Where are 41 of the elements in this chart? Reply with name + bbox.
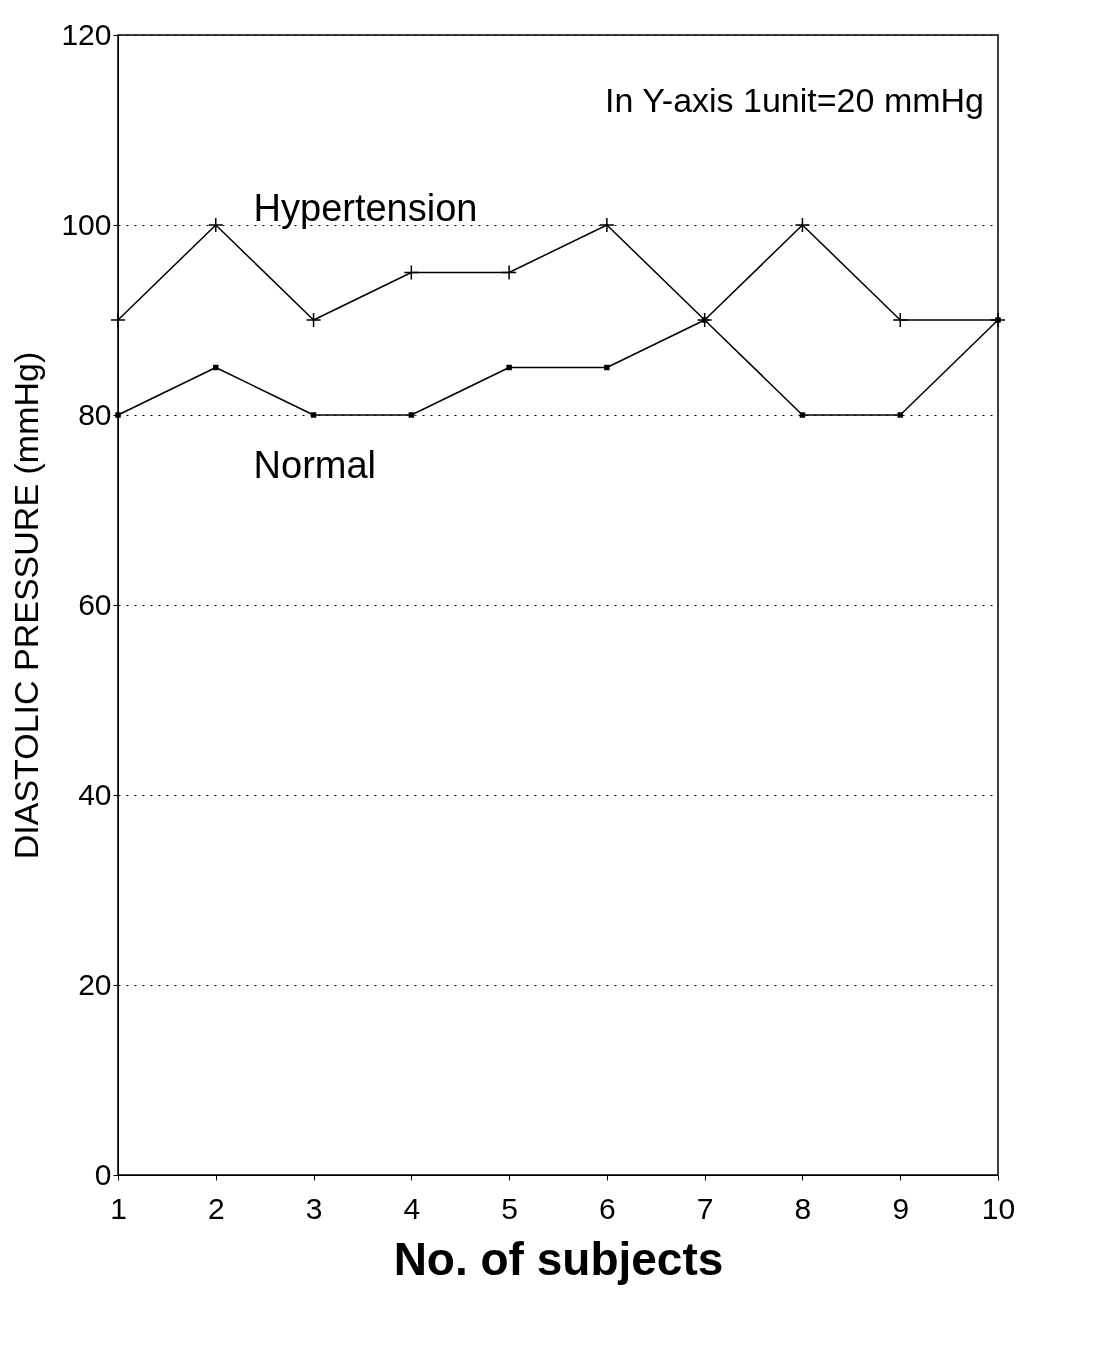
y-tick-label: 100 xyxy=(61,207,112,241)
x-tick-label: 7 xyxy=(696,1191,714,1225)
x-tick-label: 1 xyxy=(110,1191,127,1225)
annotation: In Y-axis 1unit=20 mmHg xyxy=(605,81,984,119)
x-axis-title: No. of subjects xyxy=(393,1232,724,1285)
x-tick-label: 10 xyxy=(981,1191,1016,1225)
x-tick-label: 9 xyxy=(892,1191,910,1225)
y-axis-title: DIASTOLIC PRESSURE (mmHg) xyxy=(7,351,46,860)
point xyxy=(506,364,512,371)
point xyxy=(310,412,317,418)
point xyxy=(897,412,903,418)
x-tick-label: 3 xyxy=(305,1191,323,1225)
point xyxy=(604,364,610,371)
point xyxy=(696,312,713,328)
point xyxy=(794,217,811,233)
point xyxy=(799,412,806,418)
x-tick-label: 6 xyxy=(599,1191,616,1225)
point xyxy=(701,317,708,323)
point xyxy=(403,264,420,281)
y-tick-label: 20 xyxy=(78,967,112,1001)
series-label: Normal xyxy=(253,444,377,486)
point xyxy=(990,312,1006,328)
point xyxy=(305,312,322,328)
x-tick-label: 8 xyxy=(794,1191,812,1225)
point xyxy=(408,412,415,418)
point xyxy=(213,364,219,371)
point xyxy=(995,317,1001,323)
y-tick-label: 60 xyxy=(78,587,112,621)
y-tick-label: 80 xyxy=(78,397,112,431)
series-label: Hypertension xyxy=(253,187,478,229)
point xyxy=(892,312,909,328)
point xyxy=(599,217,615,233)
point xyxy=(501,264,517,281)
y-tick-label: 40 xyxy=(78,777,112,811)
point xyxy=(207,217,224,233)
x-tick-label: 2 xyxy=(207,1191,225,1225)
y-tick-label: 120 xyxy=(61,17,112,51)
point xyxy=(110,312,126,328)
x-tick-label: 4 xyxy=(403,1191,421,1225)
x-tick-label: 5 xyxy=(501,1191,518,1225)
y-tick-label: 0 xyxy=(94,1157,112,1191)
